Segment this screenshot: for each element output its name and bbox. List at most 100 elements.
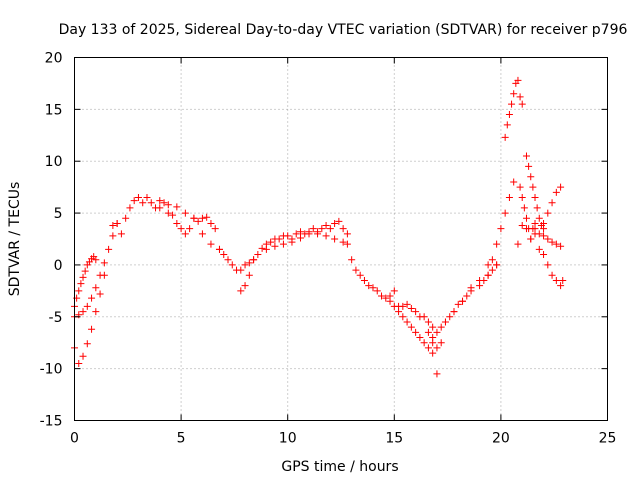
data-point <box>433 344 441 352</box>
data-point <box>437 339 445 347</box>
data-point <box>552 240 560 248</box>
data-point <box>429 323 437 331</box>
data-point <box>420 339 428 347</box>
y-tick-label: 10 <box>45 154 63 170</box>
data-point <box>126 204 134 212</box>
data-point <box>75 359 83 367</box>
y-tick-label: 0 <box>54 258 63 274</box>
data-point <box>322 232 330 240</box>
data-point <box>505 194 513 202</box>
data-point <box>348 256 356 264</box>
data-point <box>514 240 522 248</box>
data-point <box>79 273 87 281</box>
data-point <box>356 271 364 279</box>
data-point <box>173 203 181 211</box>
data-point <box>181 209 189 217</box>
data-point <box>493 261 501 269</box>
data-point <box>544 209 552 217</box>
data-point <box>92 256 100 264</box>
x-tick-label: 25 <box>599 431 617 447</box>
data-point <box>501 209 509 217</box>
data-point <box>245 259 253 267</box>
data-point <box>535 230 543 238</box>
data-point <box>518 222 526 230</box>
data-point <box>508 100 516 108</box>
data-point <box>250 256 258 264</box>
data-point <box>525 162 533 170</box>
y-tick-label: 20 <box>45 51 63 67</box>
data-point <box>254 251 262 259</box>
data-point <box>237 287 245 295</box>
data-point <box>105 245 113 253</box>
data-point <box>284 232 292 240</box>
chart-title: Day 133 of 2025, Sidereal Day-to-day VTE… <box>59 22 628 38</box>
data-point <box>424 328 432 336</box>
data-point <box>169 211 177 219</box>
data-point <box>540 251 548 259</box>
data-point <box>518 194 526 202</box>
data-point <box>228 261 236 269</box>
data-point <box>446 313 454 321</box>
data-point <box>292 230 300 238</box>
y-tick-label: -10 <box>40 362 63 378</box>
data-point <box>416 334 424 342</box>
data-point <box>510 178 518 186</box>
data-point <box>484 261 492 269</box>
data-point <box>522 214 530 222</box>
data-point <box>548 199 556 207</box>
data-point <box>215 245 223 253</box>
data-point <box>522 152 530 160</box>
data-point <box>134 194 142 202</box>
data-point <box>296 234 304 242</box>
data-point <box>207 219 215 227</box>
data-point <box>109 222 117 230</box>
data-point <box>420 313 428 321</box>
data-point <box>314 228 322 236</box>
x-axis-label: GPS time / hours <box>281 459 398 475</box>
data-point <box>399 302 407 310</box>
data-point <box>433 328 441 336</box>
data-point <box>305 230 313 238</box>
data-point <box>79 308 87 316</box>
data-point <box>516 93 524 101</box>
data-point <box>164 201 172 209</box>
x-tick-label: 10 <box>279 431 297 447</box>
data-point <box>220 251 228 259</box>
data-point <box>441 318 449 326</box>
axis-ticks <box>74 57 608 421</box>
data-point <box>540 219 548 227</box>
data-point <box>198 230 206 238</box>
data-point <box>557 282 565 290</box>
data-point <box>454 300 462 308</box>
data-point <box>373 287 381 295</box>
data-point <box>92 284 100 292</box>
data-point <box>211 225 219 233</box>
data-point <box>181 230 189 238</box>
data-point <box>548 271 556 279</box>
data-point <box>412 308 420 316</box>
data-point <box>531 225 539 233</box>
data-point <box>510 90 518 98</box>
data-point <box>533 204 541 212</box>
data-point <box>369 284 377 292</box>
plot-frame <box>74 57 608 421</box>
data-point <box>203 213 211 221</box>
x-tick-label: 20 <box>492 431 510 447</box>
data-point <box>514 76 522 84</box>
data-point <box>83 340 91 348</box>
data-point <box>463 292 471 300</box>
data-point <box>139 199 147 207</box>
data-point <box>343 230 351 238</box>
data-point <box>450 308 458 316</box>
data-point <box>100 271 108 279</box>
data-point <box>77 280 85 288</box>
data-point <box>160 199 168 207</box>
data-point <box>198 214 206 222</box>
data-point <box>96 290 104 298</box>
data-point <box>241 282 249 290</box>
data-point <box>433 370 441 378</box>
data-point <box>459 297 467 305</box>
data-point <box>339 225 347 233</box>
data-point <box>267 238 275 246</box>
